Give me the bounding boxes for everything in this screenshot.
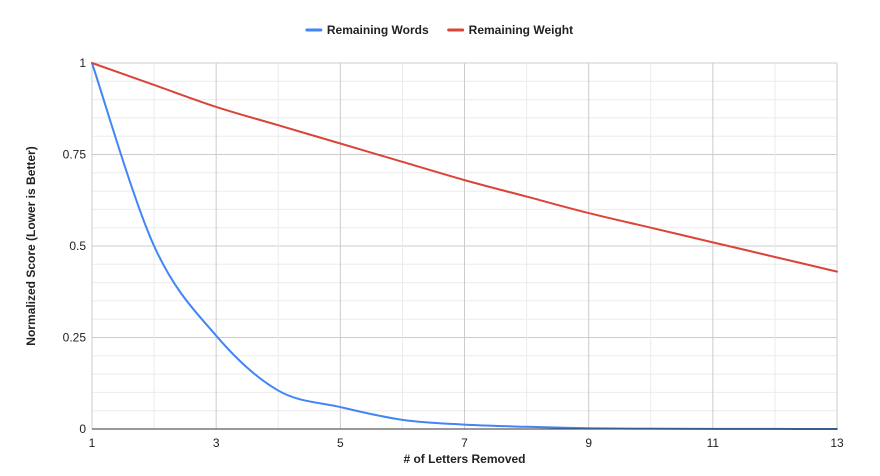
y-tick-label: 0.5 <box>69 239 86 253</box>
x-tick-label: 11 <box>707 436 720 450</box>
x-axis-title: # of Letters Removed <box>403 452 525 466</box>
x-tick-label: 13 <box>830 436 844 450</box>
grid <box>91 62 838 430</box>
y-tick-label: 0 <box>79 422 86 436</box>
y-tick-label: 0.75 <box>63 148 87 162</box>
legend-label: Remaining Weight <box>469 23 573 37</box>
x-tick-label: 5 <box>337 436 344 450</box>
x-tick-label: 1 <box>89 436 96 450</box>
x-axis-ticks: 1 3 5 7 9 11 13 <box>89 436 844 450</box>
x-tick-label: 9 <box>585 436 592 450</box>
legend-item-remaining-weight: Remaining Weight <box>447 23 573 37</box>
x-tick-label: 7 <box>461 436 468 450</box>
y-axis-ticks: 0 0.25 0.5 0.75 1 <box>63 56 87 436</box>
legend-item-remaining-words: Remaining Words <box>305 23 429 37</box>
x-tick-label: 3 <box>213 436 220 450</box>
series-line-remaining-weight <box>91 62 838 273</box>
y-tick-label: 1 <box>79 56 86 70</box>
legend-label: Remaining Words <box>327 23 429 37</box>
y-axis-title: Normalized Score (Lower is Better) <box>24 146 38 345</box>
legend: Remaining Words Remaining Weight <box>305 23 573 37</box>
y-tick-label: 0.25 <box>63 331 87 345</box>
